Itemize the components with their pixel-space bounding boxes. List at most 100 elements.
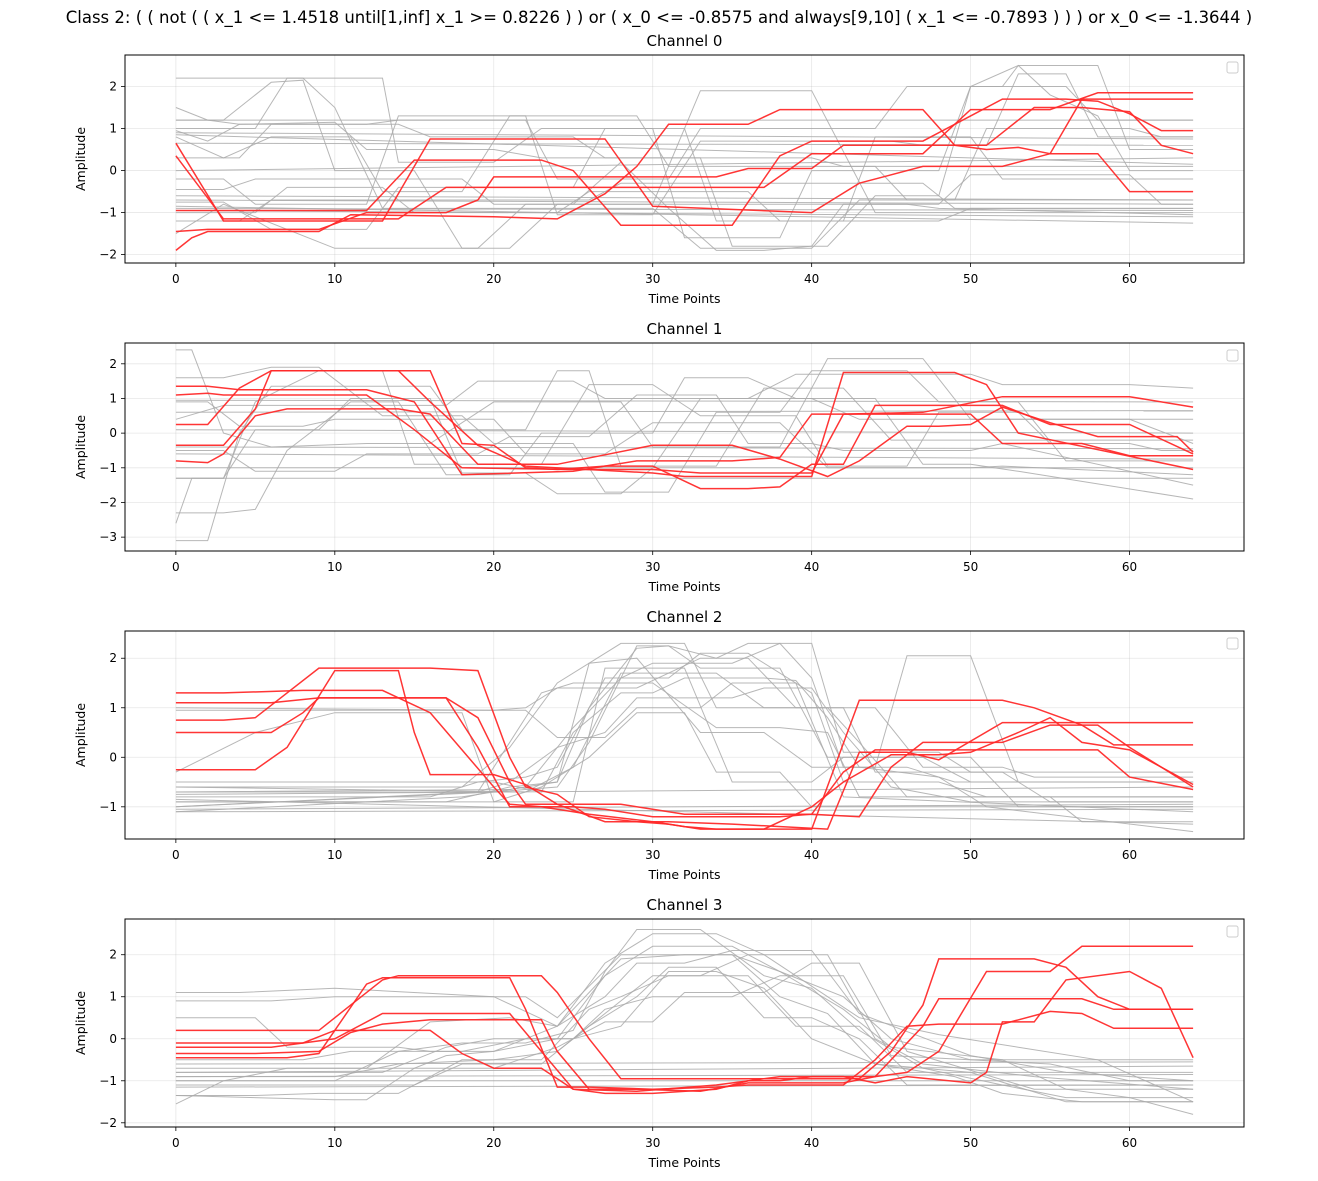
background-series-line xyxy=(175,798,1194,825)
x-tick-label: 20 xyxy=(486,560,501,574)
highlight-series-line xyxy=(175,697,1194,818)
x-tick-label: 30 xyxy=(645,272,660,286)
background-series-line xyxy=(175,195,1194,201)
background-series-line xyxy=(175,373,1194,420)
y-tick-label: −2 xyxy=(99,1116,117,1130)
x-tick-label: 60 xyxy=(1122,848,1137,862)
x-tick-label: 0 xyxy=(172,848,180,862)
highlight-series-line xyxy=(175,98,1194,251)
background-series-line xyxy=(175,142,1194,146)
x-tick-label: 40 xyxy=(804,272,819,286)
highlight-series-line xyxy=(175,98,1194,226)
y-tick-label: −1 xyxy=(99,800,117,814)
highlight-series-line xyxy=(175,667,1194,830)
x-tick-label: 10 xyxy=(327,848,342,862)
y-tick-label: −2 xyxy=(99,248,117,262)
background-series-line xyxy=(175,971,1194,1103)
background-series-line xyxy=(175,161,1194,251)
panel-title: Channel 3 xyxy=(647,896,723,914)
y-axis-label: Amplitude xyxy=(73,127,88,191)
background-series-line xyxy=(175,808,1194,813)
highlight-series-line xyxy=(175,392,1194,474)
background-series-line xyxy=(175,203,1194,249)
background-series-line xyxy=(175,115,1194,201)
series-group xyxy=(175,642,1194,833)
highlight-series-line xyxy=(175,697,1194,830)
x-tick-label: 50 xyxy=(963,1136,978,1150)
background-series-line xyxy=(175,132,1194,140)
plot-area xyxy=(125,631,1244,839)
plot-area xyxy=(125,55,1244,263)
highlight-series-line xyxy=(175,970,1194,1093)
series-group xyxy=(175,929,1194,1115)
panel-title: Channel 2 xyxy=(647,608,723,626)
y-tick-label: 1 xyxy=(109,701,117,715)
x-tick-label: 60 xyxy=(1122,560,1137,574)
background-series-line xyxy=(175,79,1194,249)
channel-panel: 0 10 20 30 40 50 60 −2 −1 0 1 2 Channel 3 Time Points… xyxy=(73,896,1245,1170)
background-series-line xyxy=(175,1074,1194,1078)
y-tick-label: 2 xyxy=(109,948,117,962)
x-axis-label: Time Points xyxy=(647,291,720,306)
x-tick-label: 60 xyxy=(1122,272,1137,286)
axes-frame xyxy=(124,918,1245,1128)
background-series-line xyxy=(175,682,1194,798)
background-series-line xyxy=(175,1061,1194,1065)
figure-suptitle: Class 2: ( ( not ( ( x_1 <= 1.4518 until… xyxy=(66,8,1253,28)
y-tick-label: −1 xyxy=(99,461,117,475)
x-tick-label: 20 xyxy=(486,272,501,286)
y-tick-label: 2 xyxy=(109,80,117,94)
panel-title: Channel 1 xyxy=(647,320,723,338)
x-tick-label: 40 xyxy=(804,560,819,574)
background-series-line xyxy=(175,975,1194,1082)
axes-frame xyxy=(124,342,1245,552)
background-series-line xyxy=(175,186,1194,222)
highlight-series-line xyxy=(175,369,1194,478)
background-series-line xyxy=(175,975,1194,1096)
y-axis-label: Amplitude xyxy=(73,703,88,767)
x-tick-label: 40 xyxy=(804,1136,819,1150)
background-series-line xyxy=(175,786,1194,795)
y-tick-label: 1 xyxy=(109,391,117,405)
x-tick-label: 50 xyxy=(963,560,978,574)
highlight-series-line xyxy=(175,406,1194,478)
y-axis-label: Amplitude xyxy=(73,415,88,479)
background-series-line xyxy=(175,410,1194,413)
y-tick-label: 0 xyxy=(109,1032,117,1046)
highlight-series-line xyxy=(175,669,1194,830)
background-series-line xyxy=(175,65,1194,247)
legend-box xyxy=(1226,349,1239,362)
background-series-line xyxy=(175,657,1194,778)
background-series-line xyxy=(175,205,1194,224)
y-tick-label: −3 xyxy=(99,530,117,544)
x-tick-label: 0 xyxy=(172,560,180,574)
background-series-line xyxy=(175,64,1194,180)
x-tick-label: 60 xyxy=(1122,1136,1137,1150)
x-axis-label: Time Points xyxy=(647,1155,720,1170)
background-series-line xyxy=(175,1065,1194,1073)
panel-title: Channel 0 xyxy=(647,32,723,50)
y-tick-label: 2 xyxy=(109,651,117,665)
background-series-line xyxy=(175,394,1194,486)
y-tick-label: 2 xyxy=(109,357,117,371)
x-axis-label: Time Points xyxy=(647,579,720,594)
y-tick-label: 0 xyxy=(109,164,117,178)
background-series-line xyxy=(175,929,1194,1099)
background-series-line xyxy=(175,645,1194,808)
background-series-line xyxy=(175,446,1194,450)
background-series-line xyxy=(175,682,1194,813)
x-tick-label: 30 xyxy=(645,1136,660,1150)
highlight-series-line xyxy=(175,106,1194,233)
background-series-line xyxy=(175,199,1194,205)
series-group xyxy=(175,64,1194,251)
background-series-line xyxy=(175,429,1194,434)
background-series-line xyxy=(175,945,1194,1115)
y-tick-label: 0 xyxy=(109,750,117,764)
axes-frame xyxy=(124,54,1245,264)
background-series-line xyxy=(175,655,1194,803)
y-tick-label: 1 xyxy=(109,122,117,136)
x-tick-label: 0 xyxy=(172,1136,180,1150)
highlight-series-line xyxy=(175,385,1194,476)
channel-panel: 0 10 20 30 40 50 60 −3 −2 −1 0 1 2 Channel 1 Time Poin… xyxy=(73,320,1245,594)
highlight-series-line xyxy=(175,945,1194,1093)
